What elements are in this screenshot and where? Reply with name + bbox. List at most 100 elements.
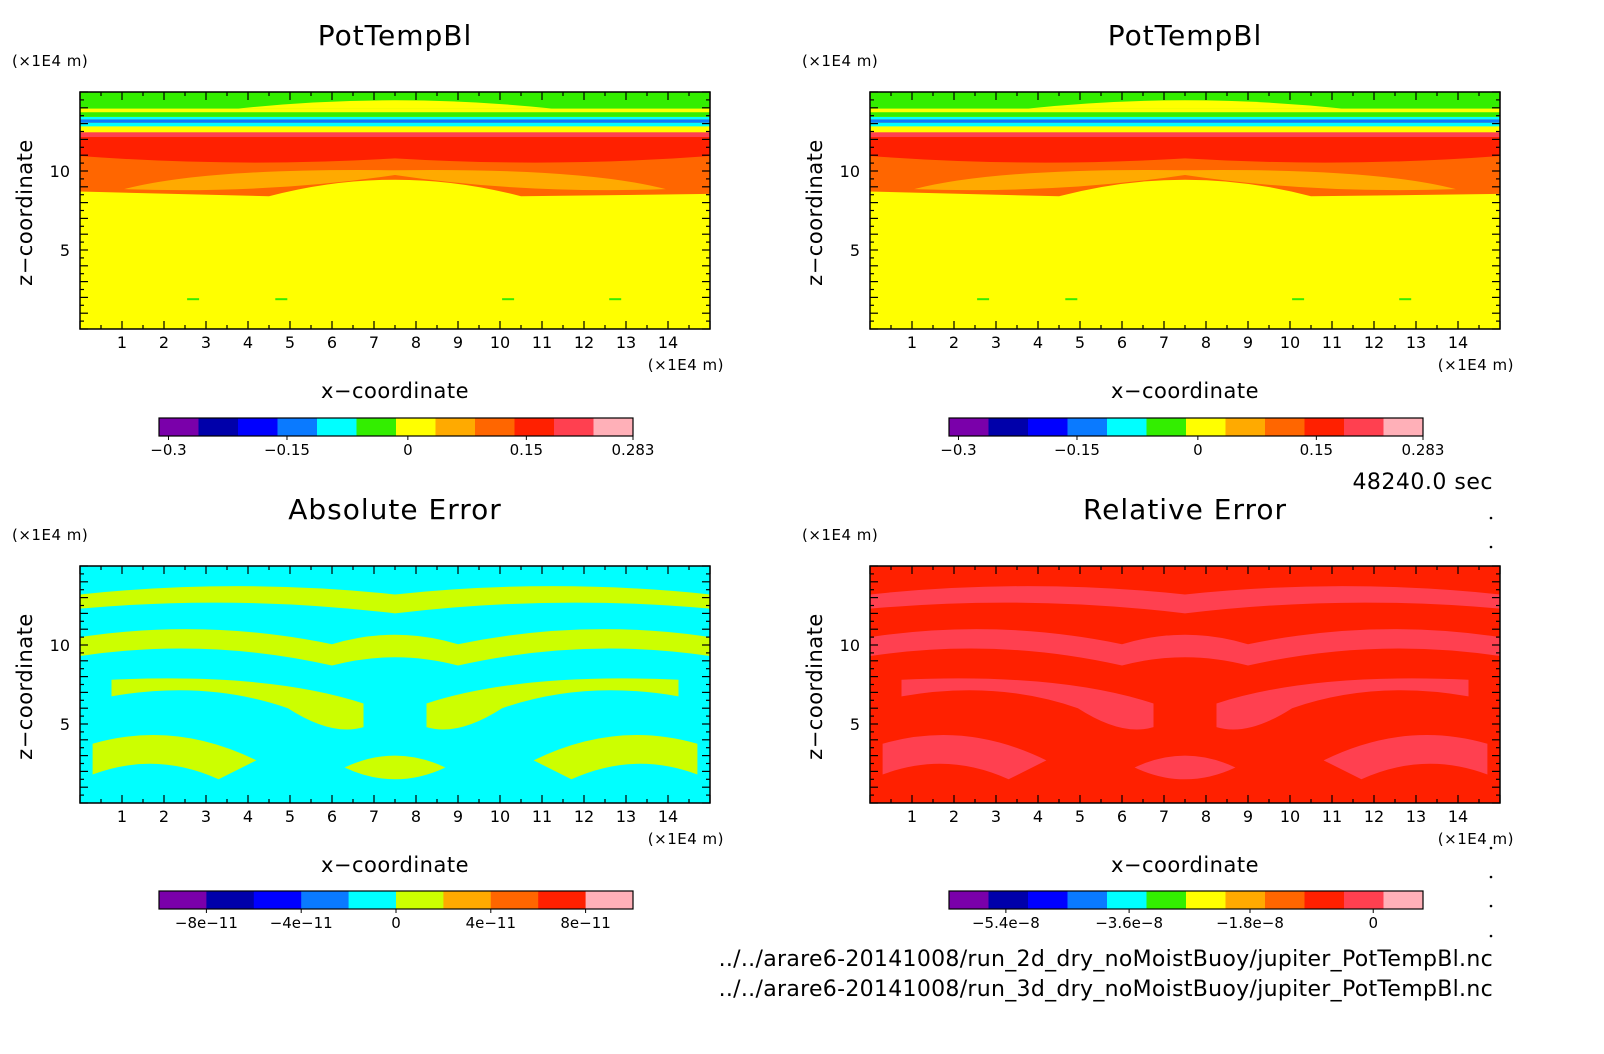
x-tick-label: 1 [117,807,127,826]
heatmap-field [870,566,1500,803]
x-axis-label: x−coordinate [321,853,469,877]
colorbar-swatch [206,891,255,909]
colorbar-swatch [1344,418,1384,436]
x-tick-label: 3 [991,807,1001,826]
colorbar-swatch [988,891,1029,909]
x-tick-label: 6 [1117,807,1127,826]
x-tick-label: 4 [1033,807,1043,826]
file-path-2: ../../arare6-20141008/run_3d_dry_noMoist… [719,977,1493,1002]
x-tick-label: 9 [1243,333,1253,352]
x-axis-label: x−coordinate [1111,853,1259,877]
colorbar-tick-label: −3.6e−8 [1095,914,1163,932]
x-tick-label: 5 [285,807,295,826]
x-tick-label: 1 [907,807,917,826]
x-tick-label: 14 [1448,807,1468,826]
colorbar-swatch [475,418,515,436]
colorbar-swatch [1344,891,1384,909]
colorbar-swatch [356,418,397,436]
x-unit-label: (×1E4 m) [648,830,724,848]
colorbar-tick-label: 0.283 [1402,441,1445,459]
colorbar-tick-label: 8e−11 [560,914,610,932]
colorbar-swatch [1186,418,1226,436]
x-tick-label: 13 [1406,807,1426,826]
x-tick-label: 13 [1406,333,1426,352]
colorbar-swatch [1107,891,1147,909]
colorbar: −0.3 −0.15 0 0.15 0.283 [940,417,1445,459]
colorbar-tick-label: 0 [1193,441,1203,459]
chart-title: Relative Error [1083,493,1287,526]
colorbar-swatch [514,418,555,436]
x-tick-label: 12 [574,807,594,826]
x-tick-label: 2 [949,807,959,826]
colorbar-swatch [1225,891,1266,909]
colorbar-swatch [396,418,436,436]
x-tick-label: 2 [159,333,169,352]
colorbar-swatch [159,891,207,909]
colorbar-tick-label: −0.15 [1054,441,1100,459]
chart-title: PotTempBl [318,19,473,52]
y-tick-label: 5 [850,715,860,734]
x-tick-label: 2 [159,807,169,826]
y-unit-label: (×1E4 m) [802,52,878,70]
x-tick-label: 12 [1364,807,1384,826]
x-tick-label: 12 [1364,333,1384,352]
y-unit-label: (×1E4 m) [802,526,878,544]
colorbar-swatch [277,418,318,436]
y-tick-label: 10 [50,162,70,181]
colorbar-tick-label: −0.3 [940,441,976,459]
x-tick-label: 5 [1075,807,1085,826]
colorbar-swatch [949,891,989,909]
colorbar-tick-label: −1.8e−8 [1216,914,1284,932]
y-axis-label: z−coordinate [803,139,827,286]
colorbar-swatch [1225,418,1266,436]
colorbar-swatch [988,418,1029,436]
colorbar-swatch [1146,891,1187,909]
x-tick-label: 14 [658,333,678,352]
x-unit-label: (×1E4 m) [648,356,724,374]
margin-dot [1489,875,1493,879]
x-axis-label: x−coordinate [1111,379,1259,403]
x-tick-label: 8 [1201,807,1211,826]
colorbar-swatch [1304,891,1345,909]
margin-dot [1489,934,1493,938]
colorbar: −5.4e−8 −3.6e−8 −1.8e−8 0 [948,890,1424,932]
colorbar-swatch [443,891,492,909]
chart-title: PotTempBl [1108,19,1263,52]
x-tick-label: 3 [201,807,211,826]
x-unit-label: (×1E4 m) [1438,356,1514,374]
y-tick-label: 5 [850,241,860,260]
x-tick-label: 3 [201,333,211,352]
y-tick-label: 5 [60,241,70,260]
heatmap-field [870,92,1500,329]
x-unit-label: (×1E4 m) [1438,830,1514,848]
y-unit-label: (×1E4 m) [12,526,88,544]
y-unit-label: (×1E4 m) [12,52,88,70]
colorbar-tick-label: −0.3 [150,441,186,459]
margin-dot [1489,846,1493,850]
x-tick-label: 4 [243,333,253,352]
x-tick-label: 8 [1201,333,1211,352]
colorbar-tick-label: 0 [403,441,413,459]
colorbar-swatch [585,891,634,909]
colorbar: −0.3 −0.15 0 0.15 0.283 [150,417,655,459]
x-tick-label: 4 [1033,333,1043,352]
x-tick-label: 6 [327,807,337,826]
colorbar-swatch [1304,418,1345,436]
x-tick-label: 10 [1280,333,1300,352]
x-tick-label: 12 [574,333,594,352]
x-tick-label: 14 [658,807,678,826]
colorbar-swatch [593,418,634,436]
colorbar-swatch [538,891,587,909]
colorbar-swatch [1383,891,1424,909]
colorbar-swatch [1028,891,1068,909]
colorbar-tick-label: 0.283 [612,441,655,459]
colorbar-swatch [253,891,302,909]
x-tick-label: 6 [327,333,337,352]
colorbar-tick-label: 0 [391,914,401,932]
time-stamp: 48240.0 sec [1352,470,1493,495]
colorbar-tick-label: 0.15 [510,441,543,459]
x-tick-label: 7 [1159,807,1169,826]
